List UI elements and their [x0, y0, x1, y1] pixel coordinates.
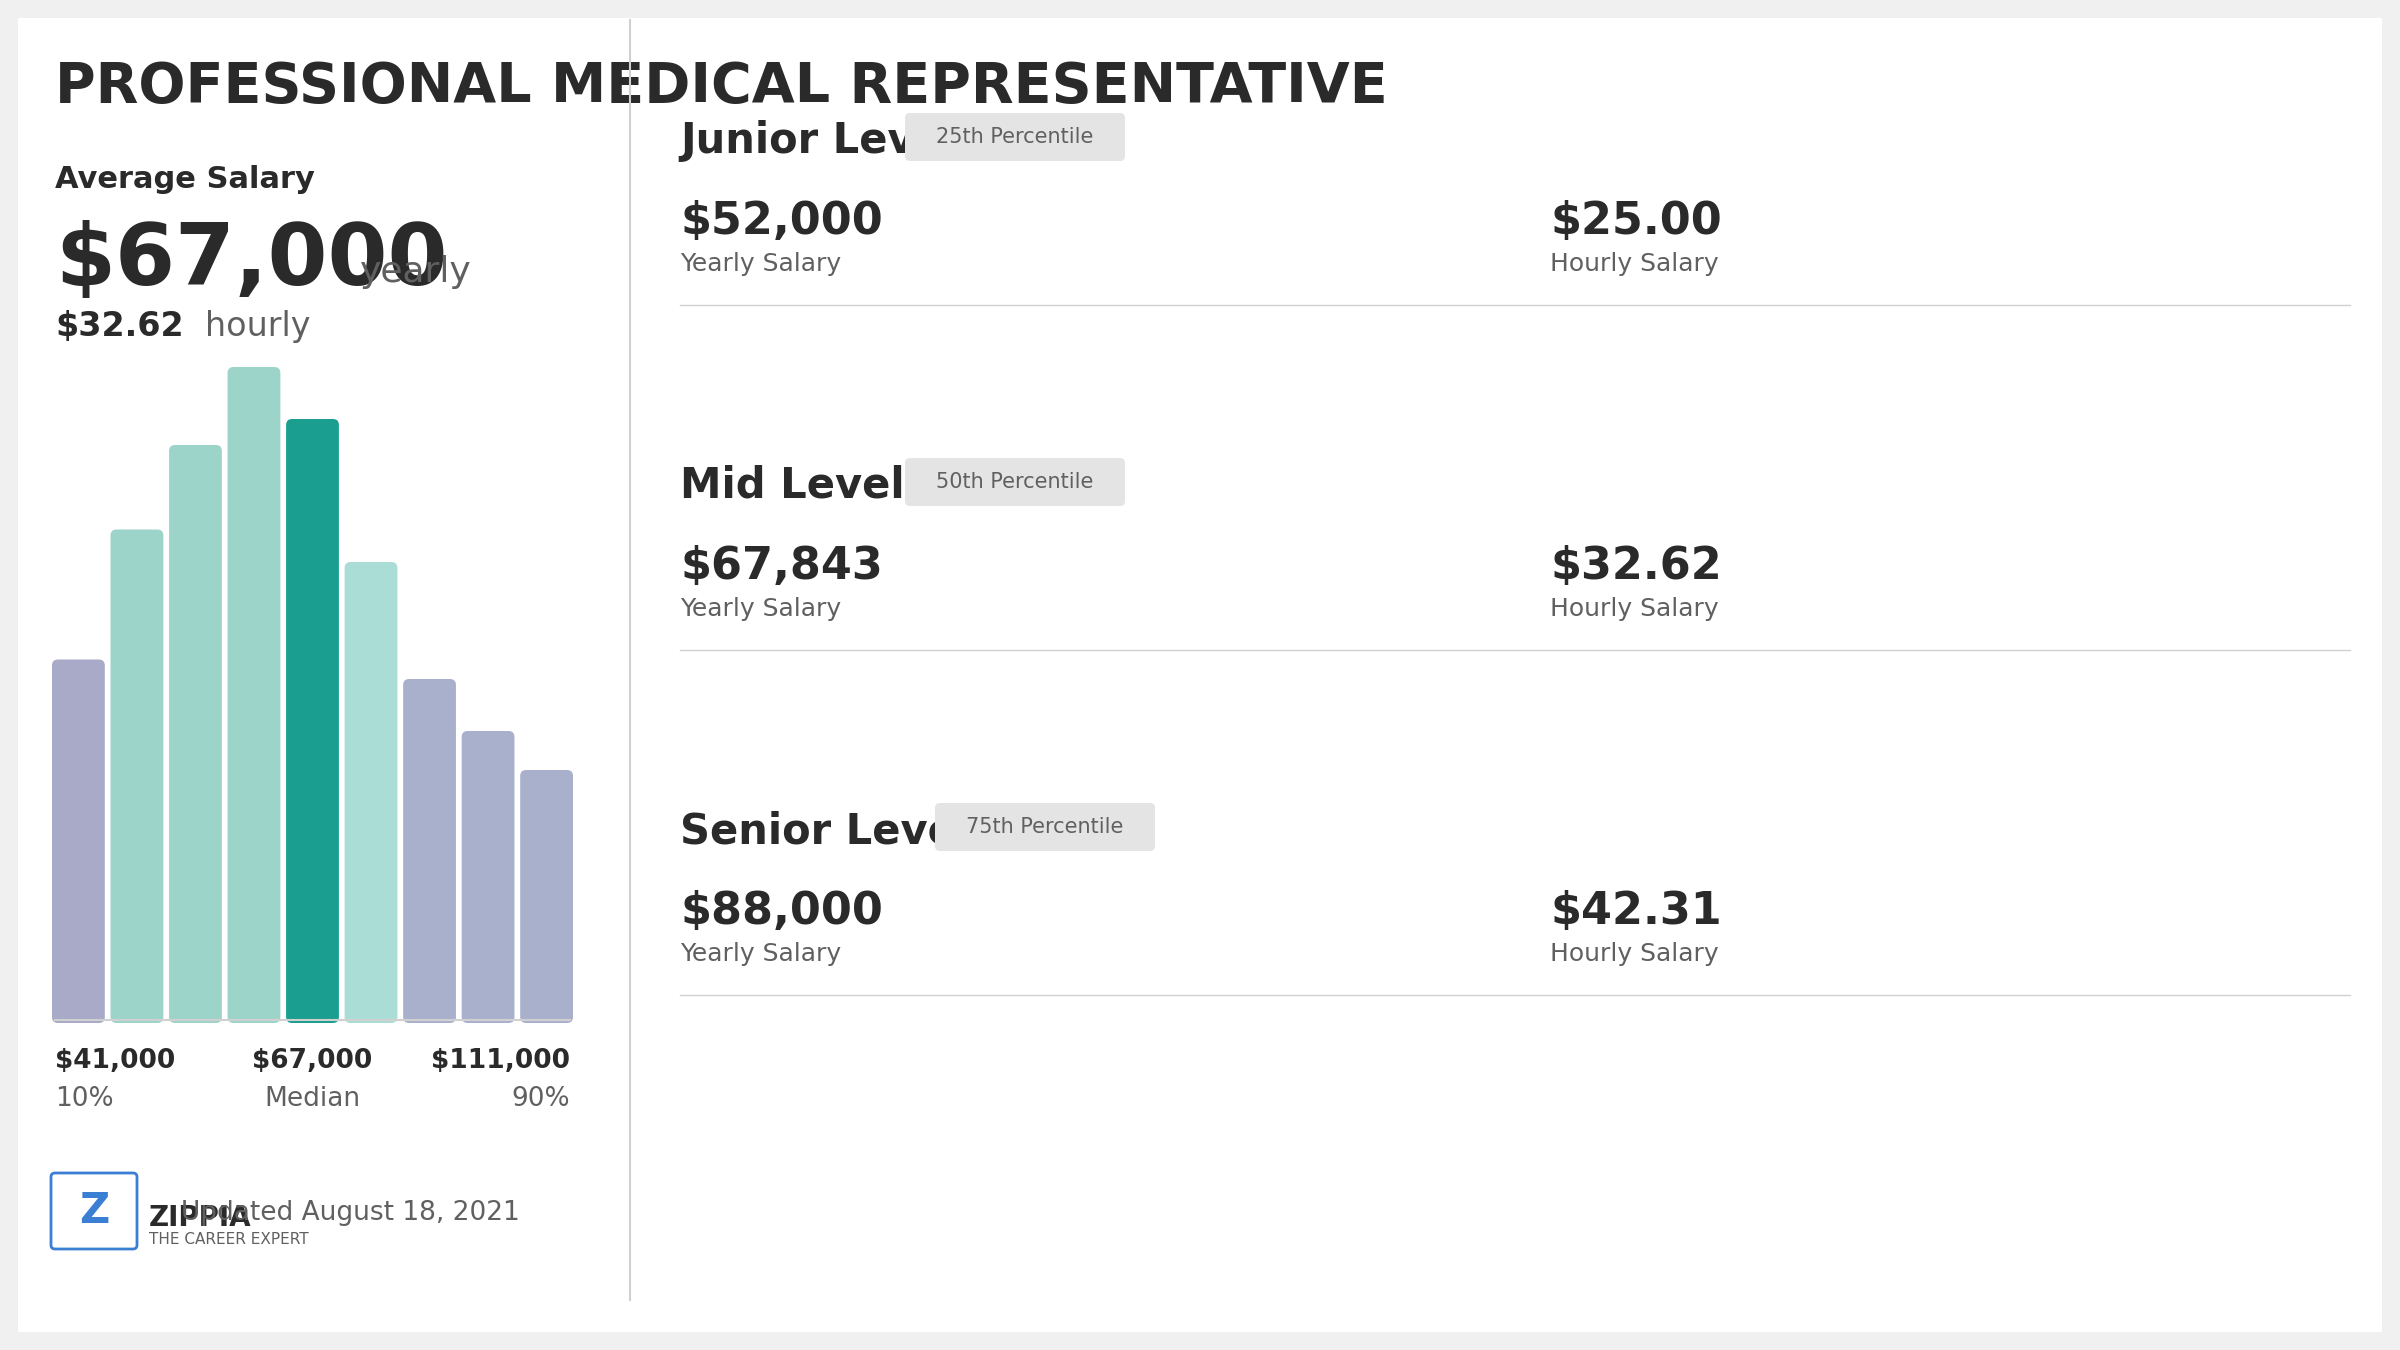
Text: $42.31: $42.31: [1550, 890, 1721, 933]
Text: 10%: 10%: [55, 1085, 113, 1112]
Text: yearly: yearly: [360, 255, 473, 289]
FancyBboxPatch shape: [286, 418, 338, 1023]
FancyBboxPatch shape: [19, 18, 2381, 1332]
Text: $52,000: $52,000: [679, 200, 883, 243]
Text: Z: Z: [79, 1189, 108, 1233]
Text: $67,843: $67,843: [679, 545, 883, 589]
Text: ZIPPIA: ZIPPIA: [149, 1204, 252, 1233]
FancyBboxPatch shape: [521, 769, 574, 1023]
FancyBboxPatch shape: [936, 803, 1154, 850]
Text: $32.62: $32.62: [1550, 545, 1721, 589]
FancyBboxPatch shape: [403, 679, 456, 1023]
FancyBboxPatch shape: [346, 562, 398, 1023]
Text: Hourly Salary: Hourly Salary: [1550, 942, 1718, 967]
FancyBboxPatch shape: [905, 113, 1126, 161]
Text: Hourly Salary: Hourly Salary: [1550, 597, 1718, 621]
FancyBboxPatch shape: [53, 660, 106, 1023]
Text: Updated August 18, 2021: Updated August 18, 2021: [180, 1200, 518, 1226]
Text: hourly: hourly: [204, 310, 310, 343]
Text: $67,000: $67,000: [55, 220, 446, 302]
FancyBboxPatch shape: [50, 1173, 137, 1249]
Text: Yearly Salary: Yearly Salary: [679, 252, 840, 275]
FancyBboxPatch shape: [461, 730, 514, 1023]
FancyBboxPatch shape: [905, 458, 1126, 506]
Text: $32.62: $32.62: [55, 310, 185, 343]
Text: Mid Level: Mid Level: [679, 464, 905, 508]
FancyBboxPatch shape: [168, 446, 221, 1023]
Text: 75th Percentile: 75th Percentile: [967, 817, 1123, 837]
Text: Junior Level: Junior Level: [679, 120, 958, 162]
Text: Median: Median: [264, 1085, 360, 1112]
Text: 90%: 90%: [511, 1085, 571, 1112]
Text: Yearly Salary: Yearly Salary: [679, 942, 840, 967]
FancyBboxPatch shape: [228, 367, 281, 1023]
Text: $111,000: $111,000: [432, 1048, 571, 1075]
Text: THE CAREER EXPERT: THE CAREER EXPERT: [149, 1233, 310, 1247]
Text: $25.00: $25.00: [1550, 200, 1721, 243]
Text: $41,000: $41,000: [55, 1048, 175, 1075]
Text: Hourly Salary: Hourly Salary: [1550, 252, 1718, 275]
Text: Yearly Salary: Yearly Salary: [679, 597, 840, 621]
Text: 25th Percentile: 25th Percentile: [936, 127, 1094, 147]
Text: 50th Percentile: 50th Percentile: [936, 472, 1094, 491]
Text: Average Salary: Average Salary: [55, 165, 314, 194]
Text: $67,000: $67,000: [252, 1048, 372, 1075]
FancyBboxPatch shape: [110, 529, 163, 1023]
Text: $88,000: $88,000: [679, 890, 883, 933]
Text: Senior Level: Senior Level: [679, 810, 970, 852]
Text: PROFESSIONAL MEDICAL REPRESENTATIVE: PROFESSIONAL MEDICAL REPRESENTATIVE: [55, 59, 1387, 113]
